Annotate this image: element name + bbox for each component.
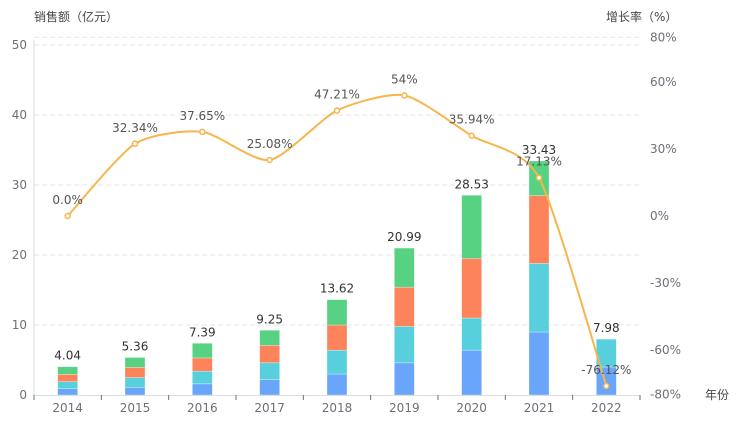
right-axis-title: 增长率（%） bbox=[606, 9, 677, 24]
bar-segment bbox=[461, 258, 482, 319]
bar-segment bbox=[259, 329, 280, 346]
growth-label: -76.12% bbox=[581, 363, 631, 377]
bar-segment bbox=[57, 381, 78, 390]
bar-segment bbox=[528, 331, 550, 396]
x-axis-title: 年份 bbox=[705, 388, 729, 402]
x-tick-label: 2021 bbox=[524, 401, 555, 415]
growth-point bbox=[535, 174, 543, 181]
growth-point bbox=[401, 92, 408, 99]
bar-segment bbox=[124, 357, 146, 368]
bar-segment bbox=[124, 377, 146, 388]
axes: 0 10 20 30 40 50 80% 60% 30% 0% -30% -60% -80% 2014 20… bbox=[12, 30, 681, 415]
growth-point bbox=[603, 382, 610, 390]
bar-segment bbox=[259, 362, 280, 380]
left-axis-title: 销售额（亿元） bbox=[34, 9, 118, 24]
bar-segment bbox=[124, 367, 146, 378]
bar-segment bbox=[326, 299, 348, 326]
left-tick-label: 10 bbox=[12, 318, 27, 332]
bar-total-label: 7.39 bbox=[189, 325, 216, 339]
left-tick-label: 30 bbox=[12, 178, 27, 192]
bar-segment bbox=[461, 194, 482, 259]
bar-segment bbox=[326, 373, 348, 396]
bar-total-label: 5.36 bbox=[122, 339, 149, 353]
growth-point bbox=[333, 107, 341, 114]
growth-label: 47.21% bbox=[314, 88, 360, 102]
bar-segment bbox=[192, 357, 213, 372]
x-tick-label: 2015 bbox=[120, 401, 151, 415]
right-tick-label: 30% bbox=[650, 142, 677, 156]
growth-point bbox=[468, 132, 475, 139]
bar-segment bbox=[192, 383, 213, 396]
data-labels: 4.04 5.36 7.39 9.25 13.62 20.99 28.53 33.43 7.98… bbox=[52, 72, 631, 377]
growth-point bbox=[64, 212, 71, 220]
x-tick-label: 2020 bbox=[456, 401, 487, 415]
right-tick-label: -60% bbox=[650, 343, 681, 357]
growth-label: 0.0% bbox=[52, 193, 83, 207]
x-tick-label: 2017 bbox=[254, 401, 285, 415]
bar-segment bbox=[57, 388, 78, 396]
growth-label: 35.94% bbox=[449, 113, 495, 127]
x-tick-label: 2018 bbox=[322, 401, 353, 415]
bar-segment bbox=[192, 342, 213, 359]
bar-segment bbox=[461, 349, 482, 396]
growth-label: 25.08% bbox=[247, 137, 293, 151]
right-tick-label: -30% bbox=[650, 276, 681, 290]
bar-segment bbox=[57, 374, 78, 383]
right-tick-label: 80% bbox=[650, 30, 677, 44]
growth-point bbox=[266, 156, 273, 164]
bar-total-label: 33.43 bbox=[522, 143, 556, 157]
left-tick-label: 20 bbox=[12, 248, 27, 262]
x-tick-label: 2022 bbox=[591, 401, 622, 415]
bar-segment bbox=[461, 317, 482, 351]
x-tick-label: 2014 bbox=[52, 401, 83, 415]
left-tick-label: 40 bbox=[12, 108, 27, 122]
right-tick-label: -80% bbox=[650, 388, 681, 402]
growth-point bbox=[131, 140, 139, 148]
growth-line bbox=[64, 92, 610, 390]
bar-total-label: 13.62 bbox=[320, 282, 354, 296]
bar-segment bbox=[124, 386, 146, 396]
growth-point bbox=[199, 128, 206, 136]
bar-total-label: 9.25 bbox=[256, 312, 283, 326]
left-tick-label: 0 bbox=[19, 388, 27, 402]
bar-segment bbox=[259, 379, 280, 396]
bar-total-label: 28.53 bbox=[454, 177, 488, 191]
x-tick-label: 2019 bbox=[389, 401, 420, 415]
bar-segment bbox=[394, 286, 415, 327]
bar-segment bbox=[528, 263, 550, 333]
growth-label: 37.65% bbox=[179, 109, 225, 123]
bar-segment bbox=[259, 344, 280, 364]
bar-total-label: 7.98 bbox=[593, 321, 620, 335]
bar-segment bbox=[394, 247, 415, 288]
right-tick-label: 0% bbox=[650, 209, 669, 223]
bar-segment bbox=[326, 349, 348, 375]
right-tick-label: 60% bbox=[650, 75, 677, 89]
bar-segment bbox=[192, 370, 213, 385]
bar-segment bbox=[394, 326, 415, 364]
growth-label: 54% bbox=[391, 72, 418, 86]
bar-total-label: 4.04 bbox=[54, 349, 81, 363]
bar-segment bbox=[394, 362, 415, 396]
bar-segment bbox=[528, 195, 550, 264]
growth-label: 32.34% bbox=[112, 121, 158, 135]
stacked-bars bbox=[57, 160, 617, 396]
left-tick-label: 50 bbox=[12, 38, 27, 52]
bar-segment bbox=[326, 324, 348, 351]
bar-segment bbox=[57, 366, 78, 375]
growth-label: 17.13% bbox=[516, 155, 562, 169]
x-tick-label: 2016 bbox=[187, 401, 218, 415]
bar-total-label: 20.99 bbox=[387, 230, 421, 244]
